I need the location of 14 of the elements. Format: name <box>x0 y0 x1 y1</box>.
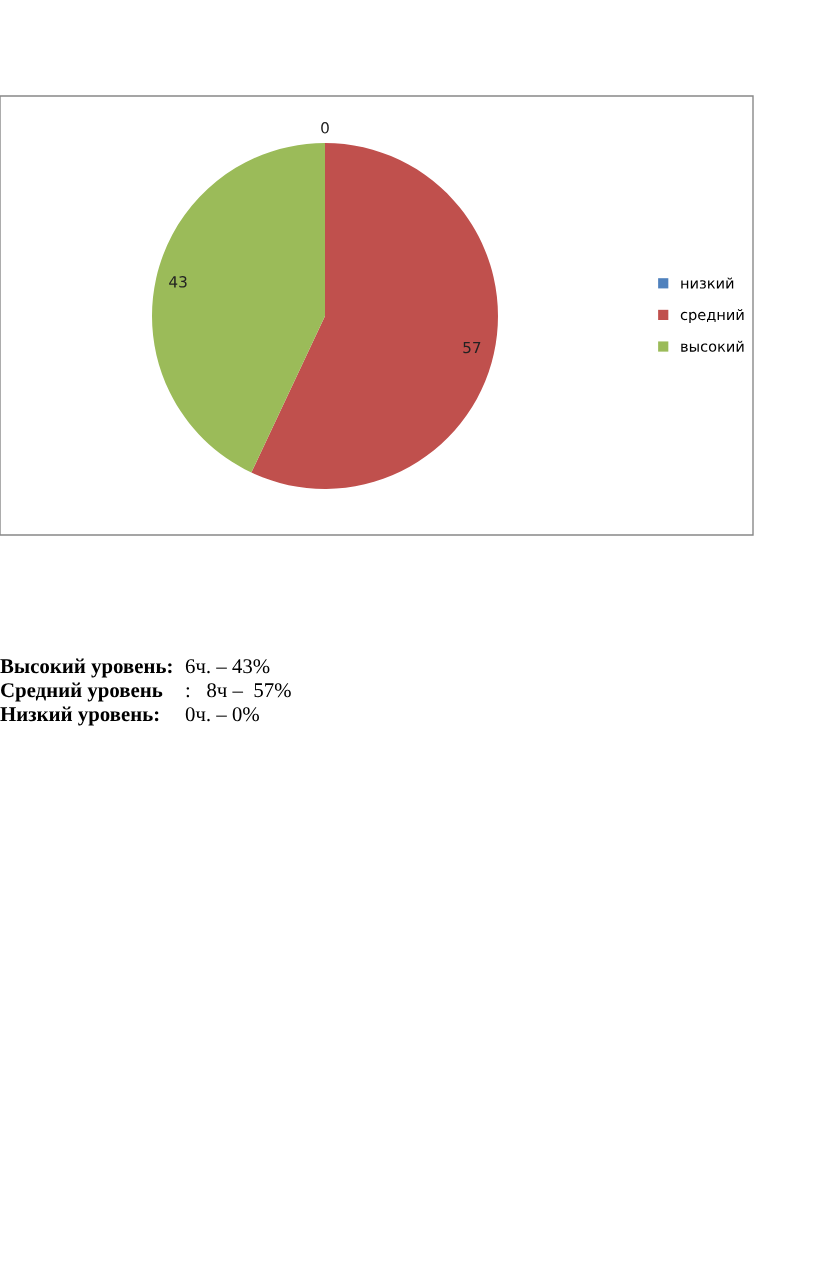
legend-label: средний <box>680 309 744 324</box>
text: Низкий уровень: <box>0 706 159 726</box>
text: 0ч. – 0% <box>185 707 259 722</box>
text: Средний уровень <box>1 682 163 702</box>
text: : 8ч – 57% <box>186 683 291 698</box>
text: Высокий уровень: <box>0 658 172 678</box>
text: 6ч. – 43% <box>185 659 270 674</box>
text: 0 <box>321 122 329 134</box>
pie-slice <box>152 143 325 473</box>
data-label: 57 <box>463 341 481 354</box>
legend-label: высокий <box>681 340 744 352</box>
pie-slice <box>251 143 498 489</box>
data-label: 43 <box>169 276 187 288</box>
legend-label: низкий <box>681 277 734 289</box>
